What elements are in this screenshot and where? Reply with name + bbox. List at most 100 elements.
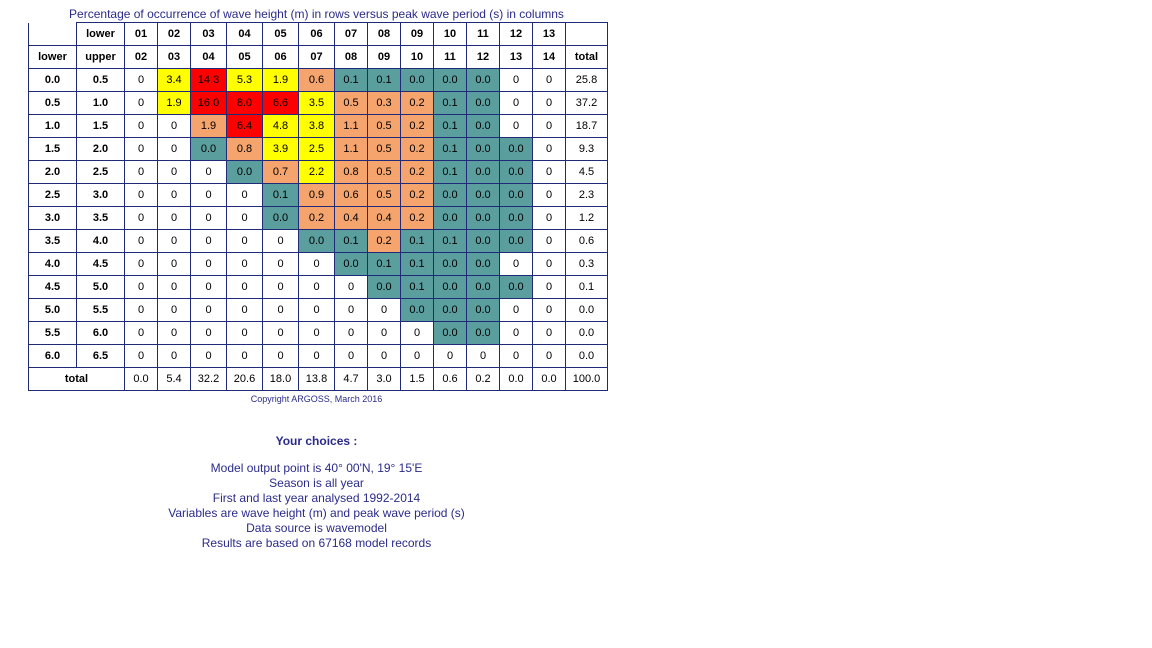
height-upper-label: 0.5 <box>76 68 125 92</box>
empty-corner-cell <box>28 22 77 46</box>
value-cell: 0 <box>190 183 227 207</box>
value-cell: 0 <box>226 298 263 322</box>
column-total-cell: 3.0 <box>367 367 401 391</box>
value-cell: 0 <box>334 298 368 322</box>
value-cell: 0 <box>367 321 401 345</box>
value-cell: 1.9 <box>190 114 227 138</box>
height-lower-label: 3.5 <box>28 229 77 253</box>
value-cell: 0 <box>226 321 263 345</box>
period-lower-header: lower <box>76 22 125 46</box>
choices-list: Model output point is 40° 00'N, 19° 15'E… <box>28 461 605 551</box>
value-cell: 0 <box>298 275 335 299</box>
table-row: 4.5 5.0 0 0 0 0 0 0 0 0.0 0.1 0.0 0.0 0.0 0 0.1 <box>28 275 608 299</box>
value-cell: 0 <box>190 275 227 299</box>
height-lower-label: 1.5 <box>28 137 77 161</box>
value-cell: 0 <box>157 275 191 299</box>
row-total-cell: 0.0 <box>565 321 608 345</box>
value-cell: 0 <box>532 229 566 253</box>
value-cell: 0 <box>334 275 368 299</box>
value-cell: 0 <box>157 160 191 184</box>
value-cell: 2.5 <box>298 137 335 161</box>
table-row: 4.0 4.5 0 0 0 0 0 0 0.0 0.1 0.1 0.0 0.0 0 0 0.3 <box>28 252 608 276</box>
table-row: 2.5 3.0 0 0 0 0 0.1 0.9 0.6 0.5 0.2 0.0 0.0 0.0 0 2.3 <box>28 183 608 207</box>
value-cell: 0 <box>532 68 566 92</box>
value-cell: 0.0 <box>499 206 533 230</box>
value-cell: 0.1 <box>400 275 434 299</box>
value-cell: 1.9 <box>262 68 299 92</box>
value-cell: 0.0 <box>499 160 533 184</box>
value-cell: 4.8 <box>262 114 299 138</box>
value-cell: 0 <box>157 252 191 276</box>
height-lower-label: 5.0 <box>28 298 77 322</box>
value-cell: 0.0 <box>466 206 500 230</box>
height-lower-label: 4.0 <box>28 252 77 276</box>
value-cell: 0.1 <box>367 68 401 92</box>
value-cell: 0 <box>226 229 263 253</box>
value-cell: 0.0 <box>466 137 500 161</box>
value-cell: 0.0 <box>433 298 467 322</box>
header-row-upper: lower upper 02 03 04 05 06 07 08 09 10 11 12 13 14 tota… <box>28 45 608 69</box>
period-lower-label: 13 <box>532 22 566 46</box>
value-cell: 0 <box>124 321 158 345</box>
value-cell: 0.1 <box>334 229 368 253</box>
value-cell: 0.9 <box>298 183 335 207</box>
value-cell: 0.0 <box>433 68 467 92</box>
value-cell: 6.6 <box>262 91 299 115</box>
value-cell: 0 <box>334 344 368 368</box>
value-cell: 0 <box>157 344 191 368</box>
value-cell: 0 <box>124 114 158 138</box>
height-upper-label: 3.0 <box>76 183 125 207</box>
period-lower-label: 04 <box>226 22 263 46</box>
choice-line: Results are based on 67168 model records <box>201 536 432 550</box>
value-cell: 0 <box>190 206 227 230</box>
value-cell: 0 <box>532 206 566 230</box>
value-cell: 0.0 <box>400 298 434 322</box>
period-lower-label: 02 <box>157 22 191 46</box>
table-row: 6.0 6.5 0 0 0 0 0 0 0 0 0 0 0 0 0 0.0 <box>28 344 608 368</box>
value-cell: 0.0 <box>466 252 500 276</box>
value-cell: 0.2 <box>298 206 335 230</box>
value-cell: 0.0 <box>466 298 500 322</box>
value-cell: 0 <box>532 114 566 138</box>
value-cell: 0.0 <box>400 68 434 92</box>
value-cell: 0.0 <box>466 91 500 115</box>
total-row-label: total <box>28 367 125 391</box>
height-upper-label: 6.5 <box>76 344 125 368</box>
height-lower-label: 6.0 <box>28 344 77 368</box>
value-cell: 0 <box>124 206 158 230</box>
column-total-cell: 0.0 <box>499 367 533 391</box>
value-cell: 0.0 <box>499 183 533 207</box>
value-cell: 0.5 <box>334 91 368 115</box>
value-cell: 0.1 <box>367 252 401 276</box>
value-cell: 0 <box>499 91 533 115</box>
value-cell: 0 <box>532 137 566 161</box>
value-cell: 3.4 <box>157 68 191 92</box>
table-row: 2.0 2.5 0 0 0 0.0 0.7 2.2 0.8 0.5 0.2 0.1 0.0 0.0 0 4.5 <box>28 160 608 184</box>
height-lower-label: 3.0 <box>28 206 77 230</box>
row-total-cell: 1.2 <box>565 206 608 230</box>
value-cell: 0 <box>226 252 263 276</box>
table-row: 0.5 1.0 0 1.9 16.0 8.0 6.6 3.5 0.5 0.3 0.2 0.1 0.0 0 0… <box>28 91 608 115</box>
height-upper-label: 2.5 <box>76 160 125 184</box>
choices-panel: Your choices : Model output point is 40°… <box>28 434 605 551</box>
value-cell: 0 <box>226 275 263 299</box>
value-cell: 0 <box>157 183 191 207</box>
period-upper-label: 09 <box>367 45 401 69</box>
period-upper-label: 14 <box>532 45 566 69</box>
value-cell: 0.0 <box>262 206 299 230</box>
period-lower-label: 08 <box>367 22 401 46</box>
value-cell: 3.8 <box>298 114 335 138</box>
value-cell: 0 <box>499 68 533 92</box>
value-cell: 0 <box>298 321 335 345</box>
height-upper-label: 5.0 <box>76 275 125 299</box>
value-cell: 0 <box>157 206 191 230</box>
period-upper-label: 10 <box>400 45 434 69</box>
value-cell: 0.0 <box>433 321 467 345</box>
value-cell: 0.8 <box>226 137 263 161</box>
value-cell: 0.0 <box>466 114 500 138</box>
height-upper-label: 6.0 <box>76 321 125 345</box>
value-cell: 0 <box>499 298 533 322</box>
value-cell: 0.6 <box>334 183 368 207</box>
period-lower-label: 03 <box>190 22 227 46</box>
value-cell: 0 <box>190 298 227 322</box>
